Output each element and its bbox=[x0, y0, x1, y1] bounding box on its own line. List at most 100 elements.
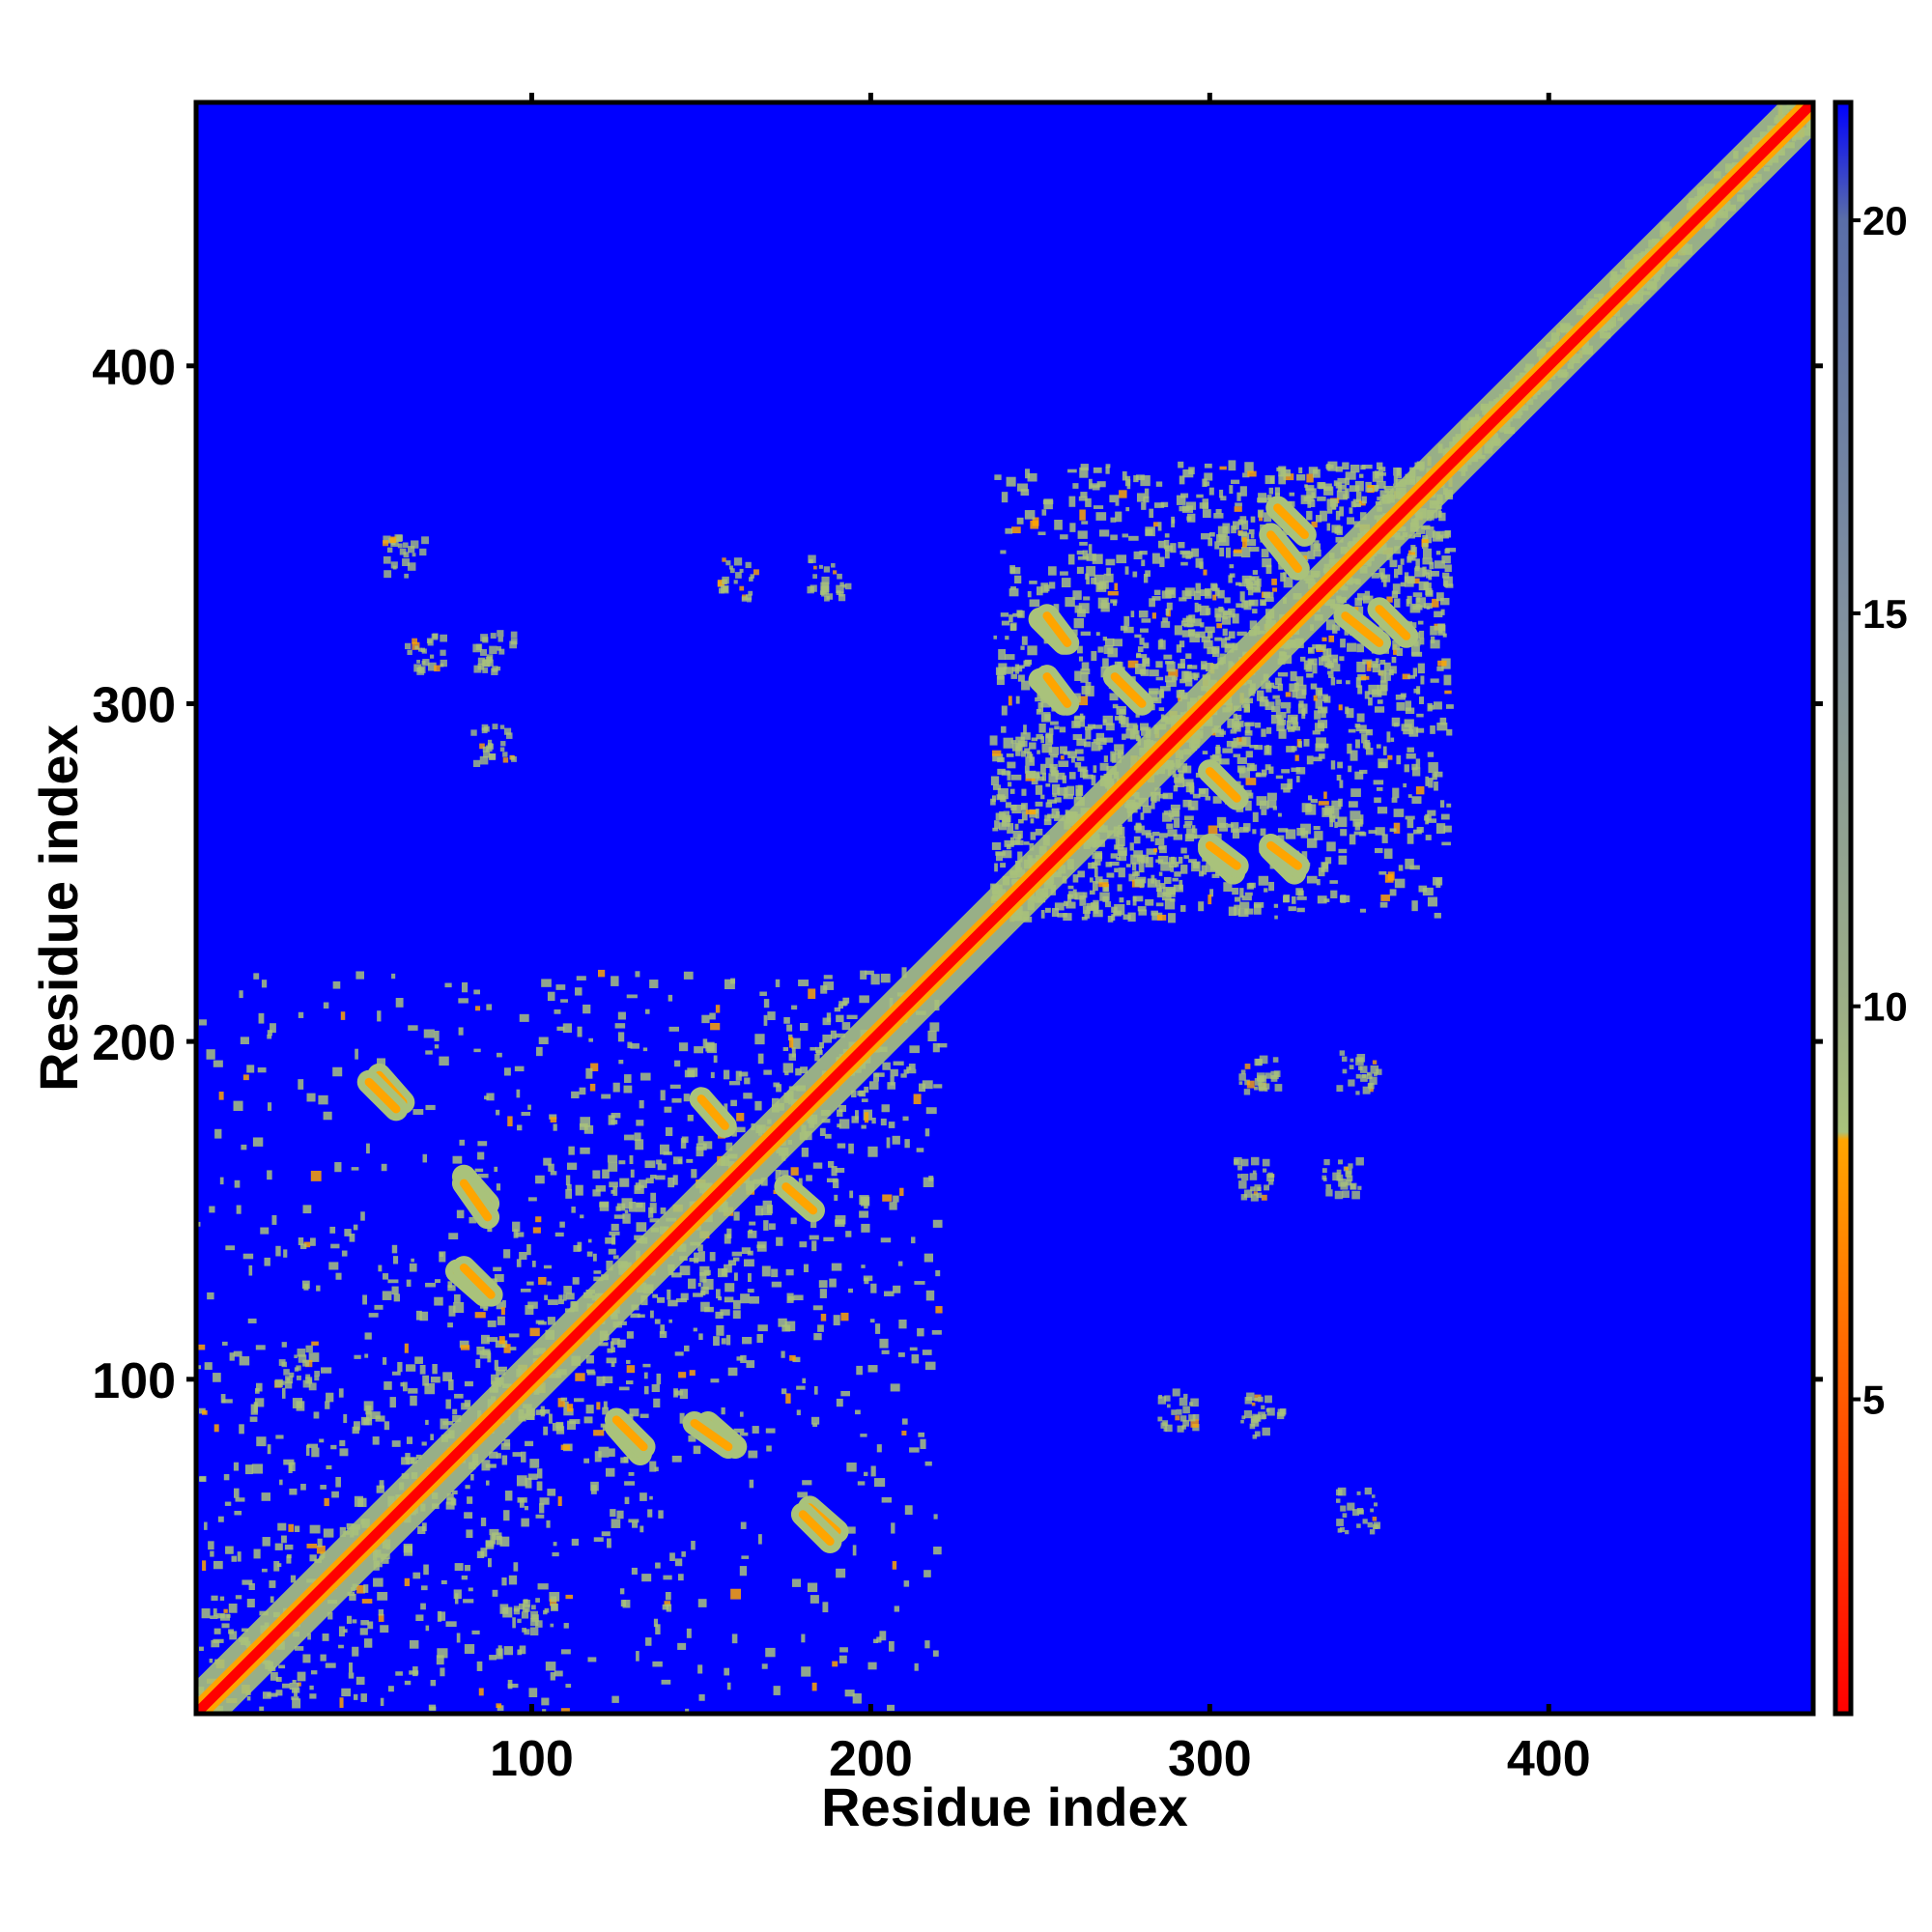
contact-cell bbox=[603, 1401, 608, 1409]
contact-cell bbox=[890, 1383, 900, 1392]
contact-cell bbox=[425, 1625, 430, 1632]
contact-cell bbox=[475, 643, 483, 650]
contact-cell bbox=[1180, 865, 1188, 874]
contact-cell bbox=[1368, 1083, 1375, 1090]
contact-cell bbox=[1207, 647, 1217, 655]
contact-cell bbox=[1347, 1502, 1355, 1511]
contact-cell bbox=[1345, 1171, 1351, 1178]
contact-cell bbox=[1331, 525, 1341, 533]
contact-cell bbox=[213, 1373, 221, 1382]
contact-cell bbox=[870, 1283, 877, 1293]
contact-cell bbox=[487, 1352, 492, 1363]
contact-cell bbox=[724, 1296, 734, 1303]
contact-cell bbox=[214, 1128, 222, 1139]
contact-cell bbox=[496, 1453, 501, 1459]
contact-cell bbox=[560, 1649, 571, 1655]
contact-cell bbox=[296, 1375, 301, 1380]
contact-cell bbox=[1201, 532, 1211, 540]
contact-cell bbox=[239, 990, 243, 999]
contact-cell bbox=[1252, 570, 1259, 575]
contact-cell bbox=[1252, 609, 1258, 614]
contact-cell bbox=[1003, 667, 1014, 674]
contact-cell bbox=[585, 1369, 595, 1374]
contact-cell bbox=[1077, 555, 1089, 560]
contact-cell bbox=[697, 1135, 704, 1146]
contact-cell bbox=[598, 969, 606, 978]
contact-cell bbox=[466, 1529, 473, 1538]
contact-cell bbox=[1237, 908, 1249, 918]
contact-cell bbox=[710, 1378, 720, 1383]
contact-cell bbox=[1295, 767, 1306, 775]
contact-cell bbox=[1097, 597, 1109, 609]
contact-cell bbox=[1276, 724, 1285, 731]
contact-cell bbox=[1136, 654, 1148, 659]
contact-cell bbox=[1374, 1502, 1378, 1507]
contact-cell bbox=[292, 1679, 297, 1684]
contact-cell bbox=[824, 1133, 832, 1139]
contact-cell bbox=[1010, 586, 1016, 590]
contact-cell bbox=[518, 1603, 526, 1610]
contact-cell bbox=[1037, 750, 1040, 754]
contact-cell bbox=[1310, 799, 1319, 804]
contact-cell bbox=[1114, 903, 1125, 916]
contact-cell bbox=[1026, 752, 1033, 758]
contact-cell bbox=[864, 1471, 868, 1477]
contact-cell bbox=[837, 1109, 843, 1118]
contact-cell bbox=[494, 1359, 498, 1371]
contact-cell bbox=[572, 1277, 580, 1285]
contact-cell bbox=[892, 1135, 900, 1145]
contact-cell bbox=[1105, 467, 1110, 474]
contact-cell bbox=[547, 1317, 555, 1325]
contact-cell bbox=[1001, 620, 1010, 626]
contact-cell bbox=[1439, 800, 1445, 808]
contact-cell bbox=[880, 1237, 892, 1243]
contact-cell bbox=[1285, 829, 1296, 839]
contact-cell bbox=[726, 1228, 732, 1239]
contact-cell bbox=[754, 1206, 763, 1216]
contact-cell bbox=[619, 1178, 630, 1187]
contact-cell bbox=[516, 1089, 521, 1098]
contact-cell bbox=[904, 1139, 910, 1149]
contact-cell bbox=[1364, 1487, 1372, 1495]
contact-cell bbox=[326, 1392, 334, 1403]
contact-cell bbox=[557, 1398, 565, 1407]
contact-cell bbox=[763, 1220, 769, 1231]
contact-cell bbox=[1337, 816, 1348, 828]
contact-cell bbox=[1434, 771, 1443, 778]
contact-cell bbox=[1350, 1182, 1357, 1190]
contact-cell bbox=[1209, 889, 1214, 897]
contact-cell bbox=[937, 1042, 948, 1048]
contact-cell bbox=[609, 1181, 618, 1188]
contact-cell bbox=[617, 1339, 626, 1349]
contact-cell bbox=[488, 753, 496, 760]
contact-cell bbox=[1105, 723, 1115, 731]
contact-cell bbox=[539, 1503, 545, 1514]
contact-cell bbox=[551, 1596, 557, 1603]
contact-cell bbox=[1352, 498, 1362, 507]
contact-cell bbox=[1377, 699, 1383, 704]
contact-cell bbox=[1036, 733, 1043, 740]
contact-cell bbox=[490, 633, 497, 639]
contact-cell bbox=[1089, 890, 1095, 895]
contact-cell bbox=[560, 999, 568, 1003]
contact-cell bbox=[542, 1709, 547, 1714]
contact-cell bbox=[496, 1370, 506, 1376]
contact-cell bbox=[1177, 763, 1188, 773]
contact-cell bbox=[495, 1340, 506, 1349]
contact-cell bbox=[812, 1423, 818, 1428]
contact-cell bbox=[1225, 547, 1231, 558]
contact-cell bbox=[1364, 590, 1371, 600]
contact-cell bbox=[860, 1434, 867, 1437]
contact-cell bbox=[1336, 625, 1341, 631]
contact-cell bbox=[683, 1094, 690, 1102]
contact-cell bbox=[470, 1473, 474, 1481]
contact-cell bbox=[1162, 792, 1174, 800]
contact-cell bbox=[1368, 696, 1373, 706]
contact-cell bbox=[1007, 771, 1011, 781]
contact-cell bbox=[593, 1537, 604, 1542]
contact-cell bbox=[771, 1268, 779, 1278]
contact-cell bbox=[649, 980, 659, 988]
contact-cell bbox=[1335, 536, 1344, 543]
contact-cell bbox=[535, 1620, 543, 1628]
contact-cell bbox=[836, 1568, 846, 1578]
